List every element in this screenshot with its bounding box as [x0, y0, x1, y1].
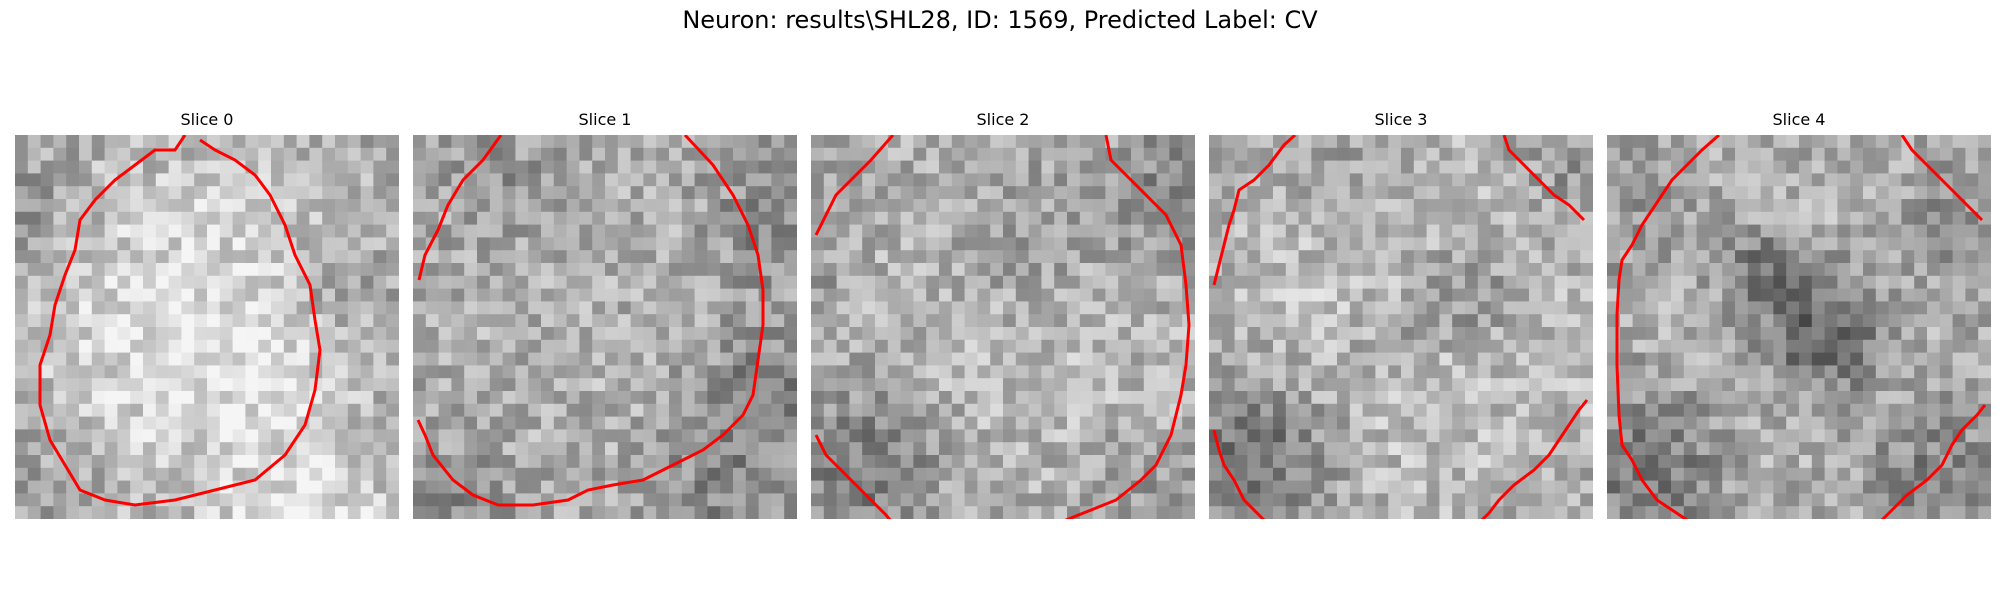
- figure-title: Neuron: results\SHL28, ID: 1569, Predict…: [682, 6, 1318, 34]
- slice-panel-4: Slice 4: [1607, 110, 1991, 519]
- contour-line: [1880, 404, 1987, 519]
- slice-panel-1: Slice 1: [413, 110, 797, 519]
- slice-panel-2: Slice 2: [811, 110, 1195, 519]
- contour-line: [1064, 135, 1191, 519]
- contour-line: [1615, 135, 1720, 519]
- slice-panel-3: Slice 3: [1209, 110, 1593, 519]
- slice-title: Slice 0: [180, 110, 234, 129]
- slice-title: Slice 4: [1772, 110, 1826, 129]
- slice-title: Slice 3: [1374, 110, 1428, 129]
- slice-image: [1607, 135, 1991, 519]
- contour-line: [417, 135, 503, 281]
- slice-image: [811, 135, 1195, 519]
- slice-title: Slice 2: [976, 110, 1030, 129]
- contour-line: [1900, 135, 1984, 222]
- slice-image: [1209, 135, 1593, 519]
- contour-line: [1212, 429, 1266, 519]
- contour-line: [814, 135, 895, 236]
- slice-image: [413, 135, 797, 519]
- contour-line: [814, 434, 892, 519]
- contour-line: [38, 135, 322, 507]
- contour-line: [416, 135, 765, 507]
- contour-line: [1212, 135, 1297, 286]
- contour-line: [1480, 399, 1589, 519]
- slice-title: Slice 1: [578, 110, 632, 129]
- contour-line: [1502, 135, 1586, 222]
- slice-panel-0: Slice 0: [15, 110, 399, 519]
- slice-image: [15, 135, 399, 519]
